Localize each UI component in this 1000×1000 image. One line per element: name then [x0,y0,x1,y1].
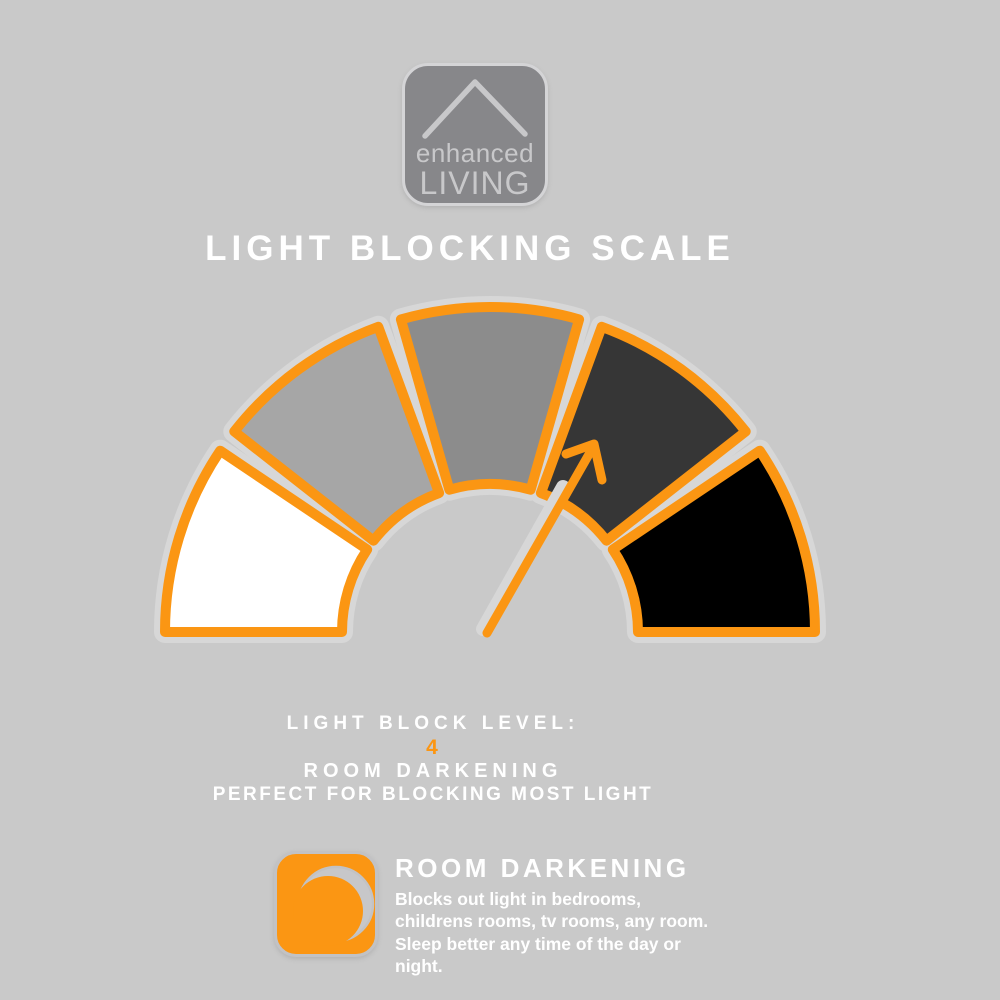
gauge-segment-level-2 [229,321,445,546]
pointer-shaft [482,444,597,638]
feature-line: Sleep better any time of the day or [395,933,681,954]
brand-logo: enhanced LIVING [402,63,548,206]
gauge-segment-level-1 [159,445,373,637]
feature-line: childrens rooms, tv rooms, any room. [395,911,709,932]
level-tagline: PERFECT FOR BLOCKING MOST LIGHT [212,784,654,805]
roof-outline [422,79,528,139]
feature-block: ROOM DARKENING Blocks out light in bedro… [274,851,708,977]
page-title: LIGHT BLOCKING SCALE [205,229,735,268]
moon-front-circle [293,876,363,946]
feature-text: ROOM DARKENING Blocks out light in bedro… [395,851,708,977]
gauge-segment-level-5 [607,445,821,637]
level-label: LIGHT BLOCK LEVEL: [286,713,580,734]
gauge-segment-level-3 [395,302,585,495]
pointer-shadow [476,480,570,636]
level-name: ROOM DARKENING [303,760,563,782]
level-readout: LIGHT BLOCK LEVEL: 4 ROOM DARKENING PERF… [0,712,866,807]
feature-heading: ROOM DARKENING [395,853,690,883]
moon-icon [293,865,375,946]
gauge-pointer-arrow [476,439,607,638]
brand-name-line1: enhanced [415,138,535,168]
room-darkening-icon [274,851,378,957]
brand-name-line2: LIVING [419,165,531,201]
feature-line: night. [395,955,443,976]
feature-line: Blocks out light in bedrooms, [395,889,641,909]
house-roof-icon [422,79,528,139]
pointer-arrowhead [561,439,607,485]
level-value: 4 [426,736,440,759]
